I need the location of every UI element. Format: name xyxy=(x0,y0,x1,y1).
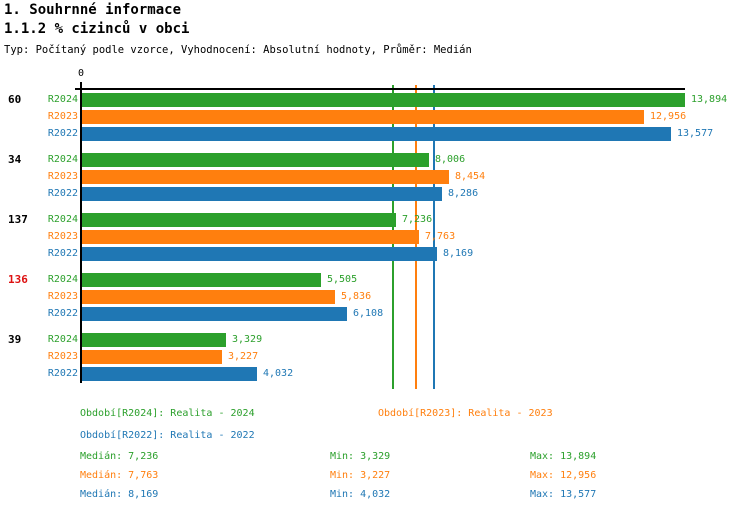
series-label-r2022: R2022 xyxy=(47,308,78,319)
bar-r2024 xyxy=(82,153,429,167)
stat-max-r2023: Max: 12,956 xyxy=(530,470,597,481)
bar-r2022 xyxy=(82,187,442,201)
series-label-r2023: R2023 xyxy=(47,111,78,122)
bar-value-label: 7,763 xyxy=(425,231,456,242)
indicator-meta: Typ: Počítaný podle vzorce, Vyhodnocení:… xyxy=(4,44,472,56)
bar-r2022 xyxy=(82,127,671,141)
series-label-r2022: R2022 xyxy=(47,368,78,379)
group-label: 137 xyxy=(8,213,28,226)
bar-r2022 xyxy=(82,307,347,321)
series-label-r2023: R2023 xyxy=(47,231,78,242)
series-label-r2023: R2023 xyxy=(47,171,78,182)
stat-median-r2023: Medián: 7,763 xyxy=(80,470,159,481)
bar-value-label: 8,454 xyxy=(455,171,486,182)
bar-r2022 xyxy=(82,367,257,381)
bar-r2023 xyxy=(82,350,222,364)
x-axis-origin-label: 0 xyxy=(77,68,85,79)
stat-median-r2022: Medián: 8,169 xyxy=(80,489,159,500)
bar-value-label: 3,227 xyxy=(228,351,259,362)
stat-min-r2023: Min: 3,227 xyxy=(330,470,391,481)
bar-r2023 xyxy=(82,290,335,304)
bar-r2023 xyxy=(82,230,419,244)
bar-value-label: 8,169 xyxy=(443,248,474,259)
stat-max-r2024: Max: 13,894 xyxy=(530,451,597,462)
series-label-r2023: R2023 xyxy=(47,291,78,302)
series-label-r2024: R2024 xyxy=(47,154,78,165)
bar-r2024 xyxy=(82,333,226,347)
stat-median-r2024: Medián: 7,236 xyxy=(80,451,159,462)
bar-r2024 xyxy=(82,93,685,107)
series-label-r2022: R2022 xyxy=(47,128,78,139)
bar-r2023 xyxy=(82,110,644,124)
bar-r2024 xyxy=(82,273,321,287)
bar-chart: 0 60 R2024 13,894 R2023 12,956 R2022 13,577 34 R2… xyxy=(0,60,750,400)
section-title: 1. Souhrnné informace xyxy=(4,2,182,18)
bar-r2022 xyxy=(82,247,437,261)
bar-value-label: 8,286 xyxy=(448,188,479,199)
series-label-r2024: R2024 xyxy=(47,94,78,105)
bar-r2023 xyxy=(82,170,449,184)
series-label-r2022: R2022 xyxy=(47,188,78,199)
bar-r2024 xyxy=(82,213,396,227)
series-label-r2023: R2023 xyxy=(47,351,78,362)
series-label-r2024: R2024 xyxy=(47,334,78,345)
bar-value-label: 4,032 xyxy=(263,368,294,379)
bar-value-label: 7,236 xyxy=(402,214,433,225)
bar-value-label: 13,894 xyxy=(691,94,728,105)
legend-item-r2023: Období[R2023]: Realita - 2023 xyxy=(378,408,553,419)
bar-value-label: 13,577 xyxy=(677,128,714,139)
bar-value-label: 5,505 xyxy=(327,274,358,285)
series-label-r2022: R2022 xyxy=(47,248,78,259)
legend-item-r2022: Období[R2022]: Realita - 2022 xyxy=(80,430,255,441)
stat-min-r2024: Min: 3,329 xyxy=(330,451,391,462)
y-axis-line xyxy=(80,82,82,383)
series-label-r2024: R2024 xyxy=(47,214,78,225)
bar-value-label: 12,956 xyxy=(650,111,687,122)
median-line-r2022 xyxy=(433,85,435,389)
stat-min-r2022: Min: 4,032 xyxy=(330,489,391,500)
group-label: 60 xyxy=(8,93,22,106)
bar-value-label: 3,329 xyxy=(232,334,263,345)
bar-value-label: 8,006 xyxy=(435,154,466,165)
group-label: 34 xyxy=(8,153,22,166)
legend-item-r2024: Období[R2024]: Realita - 2024 xyxy=(80,408,255,419)
group-label: 39 xyxy=(8,333,22,346)
series-label-r2024: R2024 xyxy=(47,274,78,285)
bar-value-label: 6,108 xyxy=(353,308,384,319)
stat-max-r2022: Max: 13,577 xyxy=(530,489,597,500)
x-axis-line xyxy=(75,88,685,90)
group-label: 136 xyxy=(8,273,28,286)
indicator-title: 1.1.2 % cizinců v obci xyxy=(4,21,190,37)
bar-value-label: 5,836 xyxy=(341,291,372,302)
